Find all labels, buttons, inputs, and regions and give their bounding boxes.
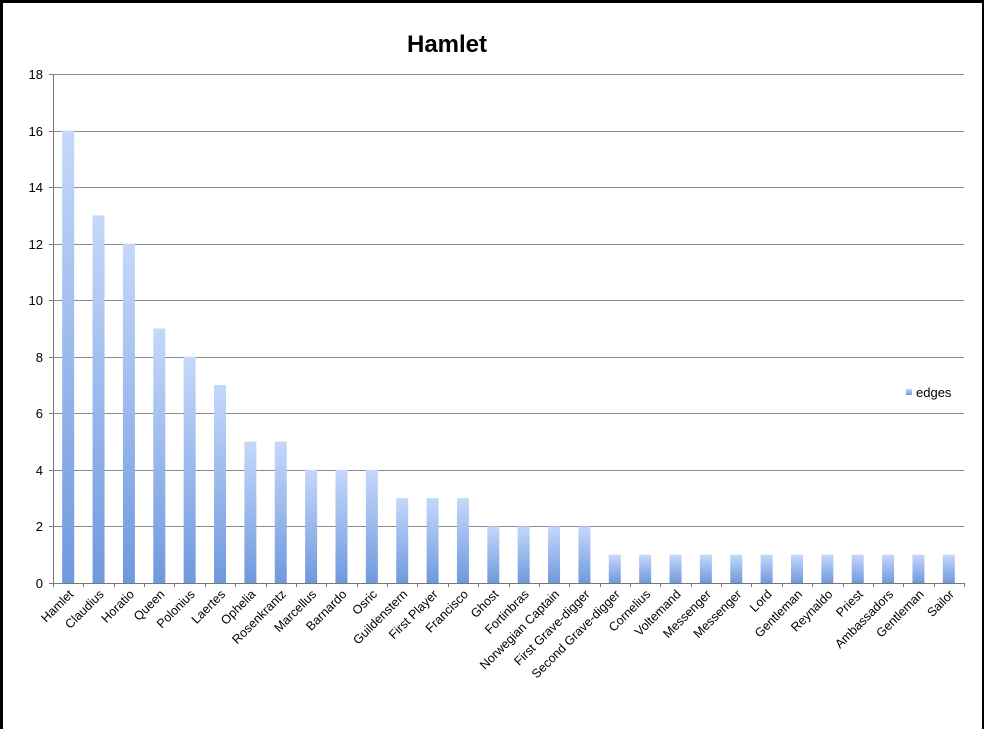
chart-title: Hamlet <box>407 31 487 58</box>
y-tick-label: 2 <box>36 519 43 534</box>
y-axis-ticks: 0 2 4 6 8 10 12 14 16 18 <box>29 67 53 591</box>
bar <box>548 526 561 583</box>
bar <box>608 554 621 583</box>
y-tick-label: 14 <box>29 180 43 195</box>
bar <box>183 356 196 583</box>
y-tick-label: 10 <box>29 293 43 308</box>
bar <box>456 498 469 583</box>
bar <box>730 554 743 583</box>
bar <box>851 554 864 583</box>
bar <box>62 130 75 584</box>
bar <box>365 469 378 583</box>
legend-swatch-edges <box>906 389 912 395</box>
bar <box>517 526 530 583</box>
bar <box>882 554 895 583</box>
bar <box>639 554 652 583</box>
bar <box>122 243 135 583</box>
bar <box>760 554 773 583</box>
bar <box>790 554 803 583</box>
bar <box>305 469 318 583</box>
y-tick-label: 0 <box>36 576 43 591</box>
bar <box>244 441 257 583</box>
bar <box>396 498 409 583</box>
bar <box>335 469 348 583</box>
y-tick-label: 12 <box>29 237 43 252</box>
y-tick-label: 4 <box>36 463 43 478</box>
bar <box>487 526 500 583</box>
y-tick-label: 6 <box>36 406 43 421</box>
y-tick-label: 18 <box>29 67 43 82</box>
bar <box>426 498 439 583</box>
y-tick-label: 16 <box>29 124 43 139</box>
x-tick-label: Horatio <box>99 587 137 625</box>
bar <box>578 526 591 583</box>
bar <box>92 215 105 583</box>
y-tick-label: 8 <box>36 350 43 365</box>
x-axis <box>53 74 965 587</box>
bar <box>821 554 834 583</box>
x-tick-label: Sailor <box>924 587 957 620</box>
bar <box>669 554 682 583</box>
bar <box>274 441 287 583</box>
bar <box>942 554 955 583</box>
bar-chart: Hamlet 0 2 4 6 8 10 12 14 16 18 HamletClaudiusHor… <box>29 31 965 681</box>
bar <box>214 385 227 583</box>
bar <box>153 328 166 583</box>
legend-label-edges: edges <box>916 385 952 400</box>
category-labels: HamletClaudiusHoratioQueenPoloniusLaerte… <box>38 587 957 681</box>
bar <box>699 554 712 583</box>
legend: edges <box>906 385 952 400</box>
bars <box>62 130 955 584</box>
bar <box>912 554 925 583</box>
gridlines <box>53 74 964 527</box>
